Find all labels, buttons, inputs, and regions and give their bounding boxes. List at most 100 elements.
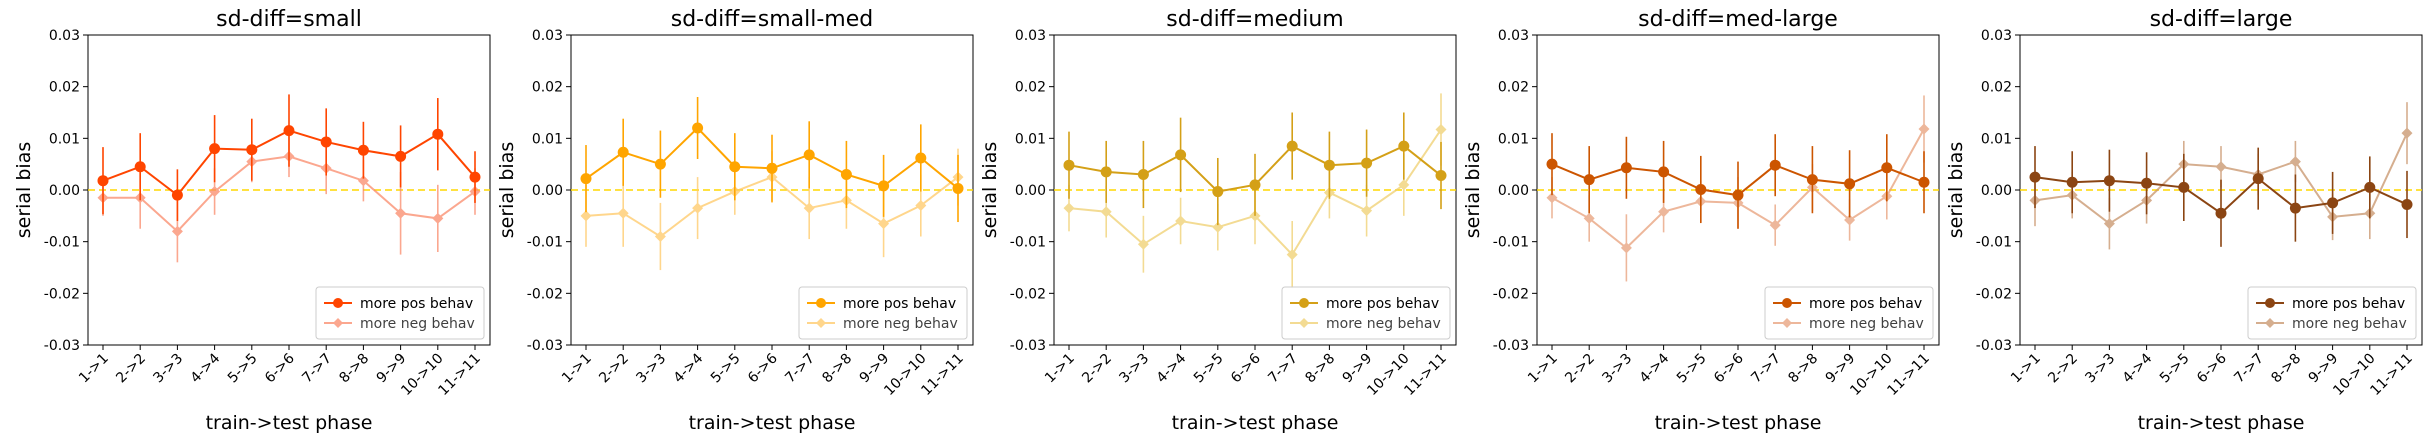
data-point	[1546, 158, 1558, 170]
legend-marker	[816, 298, 826, 308]
legend-item: more pos behav	[807, 296, 956, 312]
legend-item: more pos behav	[2256, 296, 2405, 312]
x-tick-label: 4->4	[188, 350, 224, 386]
data-point	[1137, 169, 1149, 180]
y-tick-label: 0.01	[1015, 131, 1046, 147]
x-tick-label: 3->3	[633, 351, 669, 387]
x-tick-label: 6->6	[1711, 350, 1747, 386]
data-point	[617, 207, 629, 219]
x-axis-label: train->test phase	[689, 412, 856, 434]
data-point	[1769, 159, 1781, 171]
x-tick-label: 4->4	[1154, 350, 1190, 386]
x-tick-label: 7->7	[2231, 351, 2267, 387]
x-tick-label: 3->3	[1599, 351, 1635, 387]
y-tick-label: 0.03	[1015, 28, 1046, 44]
data-point	[1212, 186, 1224, 198]
series-pos	[580, 97, 964, 223]
data-point	[357, 144, 369, 156]
x-tick-label: 5->5	[1191, 351, 1227, 387]
x-tick-label: 8->8	[336, 351, 372, 387]
data-point	[1658, 166, 1670, 178]
data-point	[1881, 162, 1893, 174]
data-point	[2066, 176, 2078, 188]
data-point	[1435, 124, 1447, 136]
chart-panel-3: sd-diff=medium 0.03 0.02 0.01 0.00 -0.01 -0.02…	[979, 7, 1457, 434]
y-tick-label: -0.01	[44, 235, 80, 251]
y-tick-label: 0.02	[1498, 80, 1529, 96]
data-point	[171, 189, 183, 201]
legend-marker	[1782, 318, 1792, 328]
data-point	[1323, 159, 1335, 171]
chart-panel-2: sd-diff=small-med 0.03 0.02 0.01 0.00 -0.01 -0…	[496, 7, 974, 434]
y-tick-label: -0.03	[1010, 338, 1046, 354]
data-point	[1063, 202, 1075, 214]
legend: more pos behav more neg behav	[798, 286, 968, 340]
y-tick-label: 0.03	[1498, 28, 1529, 44]
data-point	[2141, 177, 2153, 189]
x-tick-label: 7->7	[782, 351, 818, 387]
data-point	[1100, 206, 1112, 218]
data-point	[395, 207, 407, 219]
legend-item: more pos behav	[1290, 296, 1439, 312]
legend-marker	[333, 298, 343, 308]
legend-label: more neg behav	[843, 316, 958, 332]
x-tick-label: 5->5	[708, 351, 744, 387]
data-point	[1212, 221, 1224, 233]
y-tick-label: -0.01	[527, 235, 563, 251]
legend: more pos behav more neg behav	[2247, 286, 2417, 340]
x-tick-label: 5->5	[1674, 351, 1710, 387]
data-point	[654, 231, 666, 242]
y-tick-label: 0.00	[49, 183, 80, 199]
data-point	[2103, 175, 2115, 187]
chart-title: sd-diff=small	[216, 7, 362, 32]
data-point	[1249, 179, 1261, 191]
data-point	[1100, 166, 1112, 178]
data-point	[2327, 197, 2339, 209]
data-point	[134, 161, 146, 173]
y-axis-label: serial bias	[1945, 142, 1967, 239]
legend-item: more pos behav	[1773, 296, 1922, 312]
chart-title: sd-diff=medium	[1166, 7, 1343, 32]
data-point	[97, 175, 109, 187]
x-tick-label: 4->4	[2120, 350, 2156, 386]
y-tick-label: 0.01	[532, 131, 563, 147]
data-point	[2401, 198, 2413, 210]
legend-marker	[2265, 298, 2275, 308]
legend: more pos behav more neg behav	[1281, 286, 1451, 340]
data-point	[1286, 140, 1298, 152]
x-tick-label: 3->3	[2082, 351, 2118, 387]
data-point	[729, 161, 741, 173]
x-tick-label: 4->4	[1637, 350, 1673, 386]
y-tick-label: -0.03	[1493, 338, 1529, 354]
legend-marker	[1782, 298, 1792, 308]
legend-label: more pos behav	[2292, 296, 2405, 312]
series-pos	[1546, 133, 1930, 229]
data-point	[432, 128, 444, 140]
data-point	[357, 175, 369, 187]
legend-item: more neg behav	[1773, 316, 1924, 332]
x-axis-label: train->test phase	[1655, 412, 1822, 434]
data-point	[1286, 249, 1298, 261]
y-tick-label: -0.01	[1493, 235, 1529, 251]
data-point	[1361, 205, 1373, 217]
y-tick-label: 0.02	[532, 80, 563, 96]
data-point	[915, 200, 927, 211]
data-point	[878, 180, 890, 192]
x-tick-label: 6->6	[1228, 350, 1264, 386]
data-point	[1175, 149, 1187, 161]
y-tick-label: 0.03	[1981, 28, 2012, 44]
legend-item: more pos behav	[324, 296, 473, 312]
data-point	[617, 146, 629, 158]
legend-box	[2247, 286, 2417, 340]
data-point	[1435, 170, 1447, 182]
x-tick-label: 8->8	[1302, 351, 1338, 387]
legend-box	[1281, 286, 1451, 340]
data-point	[1732, 189, 1744, 201]
data-point	[2215, 207, 2227, 219]
data-point	[1918, 123, 1930, 135]
data-point	[803, 202, 815, 214]
x-tick-label: 5->5	[2157, 351, 2193, 387]
x-tick-label: 2->2	[2045, 351, 2081, 387]
y-tick-label: 0.01	[1981, 131, 2012, 147]
series-pos	[1063, 112, 1447, 226]
